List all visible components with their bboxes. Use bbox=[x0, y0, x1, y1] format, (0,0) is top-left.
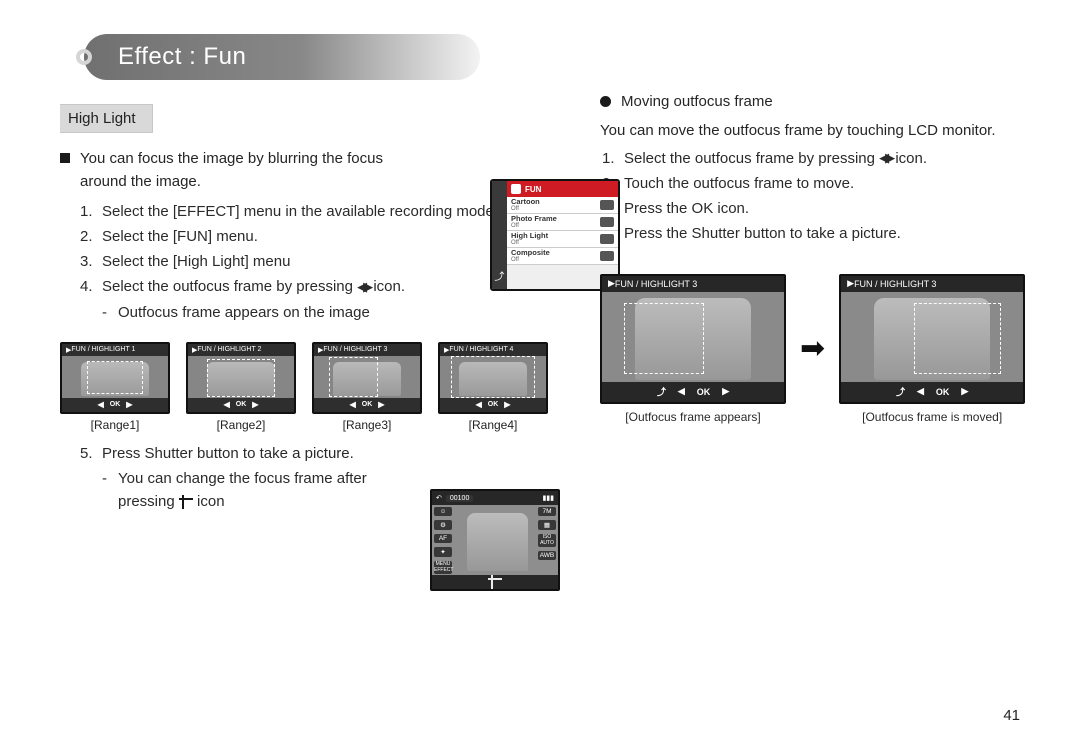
section-tag-highlight: High Light bbox=[60, 104, 153, 133]
menu-item-highlight: High LightOff bbox=[507, 231, 618, 248]
sub-note-5: You can change the focus frame after pre… bbox=[102, 467, 392, 514]
r-step-4: 4.Press the Shutter button to take a pic… bbox=[602, 222, 1025, 245]
menu-header: FUN bbox=[507, 181, 618, 197]
range-1-thumb: ▶FUN / HIGHLIGHT 1 ◀OK▶ bbox=[60, 342, 170, 414]
outfocus-moved-thumb: ▶FUN / HIGHLIGHT 3 ⤴◀OK▶ bbox=[839, 274, 1025, 404]
square-bullet-icon bbox=[60, 153, 70, 163]
step-1: 1.Select the [EFFECT] menu in the availa… bbox=[80, 200, 548, 223]
step-5: 5.Press Shutter button to take a picture… bbox=[80, 442, 548, 465]
range-3-thumb: ▶FUN / HIGHLIGHT 3 ◀OK▶ bbox=[312, 342, 422, 414]
page-number: 41 bbox=[1003, 707, 1020, 724]
step-3: 3.Select the [High Light] menu bbox=[80, 250, 548, 273]
menu-item-photoframe: Photo FrameOff bbox=[507, 214, 618, 231]
crop-icon bbox=[179, 495, 193, 509]
r-step-3: 3.Press the OK icon. bbox=[602, 197, 1025, 220]
r-step-2: 2.Touch the outfocus frame to move. bbox=[602, 172, 1025, 195]
range-4-thumb: ▶FUN / HIGHLIGHT 4 ◀OK▶ bbox=[438, 342, 548, 414]
outfocus-appears-caption: [Outfocus frame appears] bbox=[600, 410, 786, 424]
back-icon: ⤴ bbox=[495, 268, 505, 283]
step-2: 2.Select the [FUN] menu. bbox=[80, 225, 548, 248]
page-title: Effect : Fun bbox=[118, 43, 246, 71]
right-heading: Moving outfocus frame bbox=[621, 90, 773, 113]
right-intro: You can move the outfocus frame by touch… bbox=[600, 119, 1025, 142]
step-4: 4.Select the outfocus frame by pressing … bbox=[80, 275, 548, 298]
left-right-arrow-icon: ◀▶ bbox=[357, 277, 369, 297]
outfocus-moved-caption: [Outfocus frame is moved] bbox=[839, 410, 1025, 424]
intro-bullet: You can focus the image by blurring the … bbox=[60, 147, 548, 194]
range-2-thumb: ▶FUN / HIGHLIGHT 2 ◀OK▶ bbox=[186, 342, 296, 414]
intro-text: You can focus the image by blurring the … bbox=[80, 147, 410, 194]
range-3-caption: [Range3] bbox=[312, 418, 422, 432]
focus-frame-lcd: ↶00100▮▮▮ ☺⚙AF✦MENU EFFECT 7M▦ISO AUTOAW… bbox=[430, 489, 560, 591]
menu-item-cartoon: CartoonOff bbox=[507, 197, 618, 214]
range-4-caption: [Range4] bbox=[438, 418, 548, 432]
circle-bullet-icon bbox=[600, 96, 611, 107]
right-arrow-icon: ➡ bbox=[794, 331, 831, 366]
page-title-pill: Effect : Fun bbox=[60, 34, 480, 80]
left-right-arrow-icon: ◀▶ bbox=[879, 148, 891, 168]
menu-item-composite: CompositeOff bbox=[507, 248, 618, 265]
range-thumbnail-row: ▶FUN / HIGHLIGHT 1 ◀OK▶ [Range1] ▶FUN / … bbox=[60, 342, 548, 432]
sub-note-1: Outfocus frame appears on the image bbox=[102, 301, 548, 324]
range-2-caption: [Range2] bbox=[186, 418, 296, 432]
right-heading-row: Moving outfocus frame bbox=[600, 90, 1025, 113]
range-1-caption: [Range1] bbox=[60, 418, 170, 432]
outfocus-appears-thumb: ▶FUN / HIGHLIGHT 3 ⤴◀OK▶ bbox=[600, 274, 786, 404]
r-step-1: 1.Select the outfocus frame by pressing … bbox=[602, 147, 1025, 170]
